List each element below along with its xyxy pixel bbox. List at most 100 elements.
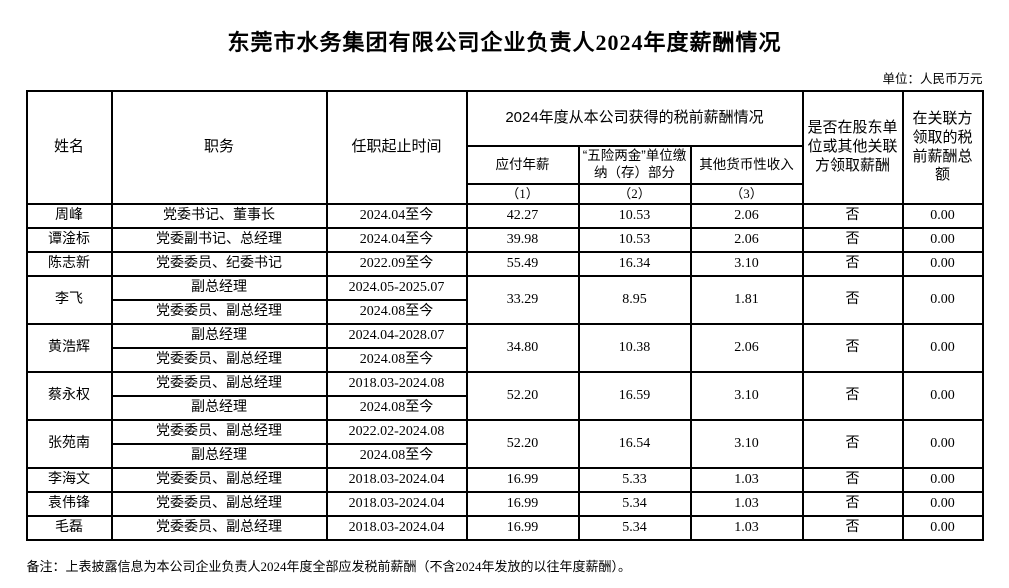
cell-position: 党委委员、副总经理 xyxy=(110,299,328,325)
cell-name: 毛磊 xyxy=(25,515,113,541)
cell-term: 2024.04至今 xyxy=(325,203,468,229)
cell-name: 周峰 xyxy=(25,203,113,229)
cell-related-total: 0.00 xyxy=(901,491,984,517)
cell-position: 党委委员、副总经理 xyxy=(110,371,328,397)
cell-annual-salary: 33.29 xyxy=(465,275,580,325)
cell-term: 2024.04至今 xyxy=(325,227,468,253)
cell-other-income: 1.81 xyxy=(689,275,804,325)
table-row: 毛磊 党委委员、副总经理 2018.03-2024.04 16.99 5.34 … xyxy=(25,515,984,541)
cell-position: 党委委员、纪委书记 xyxy=(110,251,328,277)
cell-name: 谭淦标 xyxy=(25,227,113,253)
cell-related-total: 0.00 xyxy=(901,323,984,373)
cell-other-income: 2.06 xyxy=(689,203,804,229)
table-row: 党委委员、副总经理 2024.08至今 xyxy=(27,347,983,373)
cell-position: 副总经理 xyxy=(110,395,328,421)
cell-term: 2022.02-2024.08 xyxy=(325,419,468,445)
table-row: 袁伟锋 党委委员、副总经理 2018.03-2024.04 16.99 5.34… xyxy=(25,491,984,517)
cell-term: 2024.08至今 xyxy=(325,299,468,325)
page-title: 东莞市水务集团有限公司企业负责人2024年度薪酬情况 xyxy=(227,30,782,55)
cell-related-salary: 否 xyxy=(801,491,904,517)
header-related-salary: 是否在股东单位或其他关联方领取薪酬 xyxy=(801,90,904,205)
cell-name: 李飞 xyxy=(25,275,113,325)
cell-term: 2024.05-2025.07 xyxy=(325,275,468,301)
cell-term: 2024.04-2028.07 xyxy=(325,323,468,349)
cell-insurance: 16.59 xyxy=(577,371,692,421)
cell-related-total: 0.00 xyxy=(901,227,984,253)
header-name: 姓名 xyxy=(25,90,113,205)
cell-position: 党委书记、董事长 xyxy=(110,203,328,229)
cell-annual-salary: 39.98 xyxy=(465,227,580,253)
cell-name: 袁伟锋 xyxy=(25,491,113,517)
header-related-total: 在关联方领取的税前薪酬总额 xyxy=(901,90,984,205)
header-other-income: 其他货币性收入 xyxy=(689,145,804,185)
cell-related-total: 0.00 xyxy=(901,419,984,469)
cell-insurance: 5.33 xyxy=(577,467,692,493)
cell-related-salary: 否 xyxy=(801,467,904,493)
cell-term: 2022.09至今 xyxy=(325,251,468,277)
table-row: 谭淦标 党委副书记、总经理 2024.04至今 39.98 10.53 2.06… xyxy=(25,227,984,253)
cell-annual-salary: 52.20 xyxy=(465,419,580,469)
header-index-3: （3） xyxy=(689,183,804,205)
cell-other-income: 2.06 xyxy=(689,227,804,253)
cell-related-salary: 否 xyxy=(801,203,904,229)
cell-position: 党委委员、副总经理 xyxy=(110,491,328,517)
table-row: 蔡永权 党委委员、副总经理 2018.03-2024.08 52.20 16.5… xyxy=(25,371,984,421)
table-row: 党委委员、副总经理 2024.08至今 xyxy=(27,299,983,325)
cell-insurance: 10.38 xyxy=(577,323,692,373)
cell-other-income: 1.03 xyxy=(689,515,804,541)
cell-other-income: 1.03 xyxy=(689,467,804,493)
cell-term: 2024.08至今 xyxy=(325,395,468,421)
cell-term: 2018.03-2024.04 xyxy=(325,515,468,541)
cell-annual-salary: 55.49 xyxy=(465,251,580,277)
cell-related-salary: 否 xyxy=(801,323,904,373)
cell-position: 党委副书记、总经理 xyxy=(110,227,328,253)
cell-annual-salary: 16.99 xyxy=(465,491,580,517)
cell-term: 2018.03-2024.08 xyxy=(325,371,468,397)
cell-term: 2018.03-2024.04 xyxy=(325,491,468,517)
table-row: 周峰 党委书记、董事长 2024.04至今 42.27 10.53 2.06 否… xyxy=(25,203,984,229)
cell-insurance: 16.34 xyxy=(577,251,692,277)
cell-position: 副总经理 xyxy=(110,443,328,469)
header-position: 职务 xyxy=(110,90,328,205)
table-row: 陈志新 党委委员、纪委书记 2022.09至今 55.49 16.34 3.10… xyxy=(25,251,984,277)
cell-other-income: 2.06 xyxy=(689,323,804,373)
cell-related-total: 0.00 xyxy=(901,515,984,541)
cell-annual-salary: 42.27 xyxy=(465,203,580,229)
cell-insurance: 10.53 xyxy=(577,203,692,229)
cell-related-salary: 否 xyxy=(801,251,904,277)
cell-related-salary: 否 xyxy=(801,227,904,253)
cell-related-salary: 否 xyxy=(801,275,904,325)
cell-position: 党委委员、副总经理 xyxy=(110,419,328,445)
cell-other-income: 3.10 xyxy=(689,419,804,469)
cell-insurance: 5.34 xyxy=(577,515,692,541)
header-annual-salary: 应付年薪 xyxy=(465,145,580,185)
header-index-1: （1） xyxy=(465,183,580,205)
cell-name: 陈志新 xyxy=(25,251,113,277)
cell-insurance: 10.53 xyxy=(577,227,692,253)
cell-name: 蔡永权 xyxy=(25,371,113,421)
cell-name: 黄浩辉 xyxy=(25,323,113,373)
cell-term: 2024.08至今 xyxy=(325,347,468,373)
cell-related-salary: 否 xyxy=(801,371,904,421)
cell-related-total: 0.00 xyxy=(901,467,984,493)
salary-table: 姓名 职务 任职起止时间 2024年度从本公司获得的税前薪酬情况 是否在股东单位… xyxy=(25,90,984,541)
cell-other-income: 3.10 xyxy=(689,251,804,277)
cell-related-salary: 否 xyxy=(801,515,904,541)
cell-related-total: 0.00 xyxy=(901,251,984,277)
cell-annual-salary: 16.99 xyxy=(465,467,580,493)
cell-position: 党委委员、副总经理 xyxy=(110,515,328,541)
header-index-2: （2） xyxy=(577,183,692,205)
cell-related-total: 0.00 xyxy=(901,371,984,421)
header-term: 任职起止时间 xyxy=(325,90,468,205)
cell-position: 副总经理 xyxy=(110,323,328,349)
table-row: 李飞 副总经理 2024.05-2025.07 33.29 8.95 1.81 … xyxy=(25,275,984,325)
cell-annual-salary: 34.80 xyxy=(465,323,580,373)
cell-other-income: 1.03 xyxy=(689,491,804,517)
cell-term: 2018.03-2024.04 xyxy=(325,467,468,493)
cell-related-total: 0.00 xyxy=(901,203,984,229)
header-insurance: “五险两金”单位缴纳（存）部分 xyxy=(577,145,692,185)
cell-other-income: 3.10 xyxy=(689,371,804,421)
cell-name: 李海文 xyxy=(25,467,113,493)
cell-position: 党委委员、副总经理 xyxy=(110,467,328,493)
